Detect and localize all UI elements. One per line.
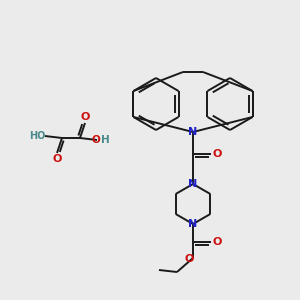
- Text: H: H: [101, 135, 110, 145]
- Text: HO: HO: [29, 131, 45, 141]
- Text: N: N: [188, 219, 198, 229]
- Text: N: N: [188, 179, 198, 189]
- Text: O: O: [80, 112, 90, 122]
- Text: O: O: [212, 237, 222, 247]
- Text: O: O: [212, 149, 222, 159]
- Text: O: O: [52, 154, 62, 164]
- Text: O: O: [184, 254, 194, 264]
- Text: N: N: [188, 127, 198, 137]
- Text: O: O: [92, 135, 100, 145]
